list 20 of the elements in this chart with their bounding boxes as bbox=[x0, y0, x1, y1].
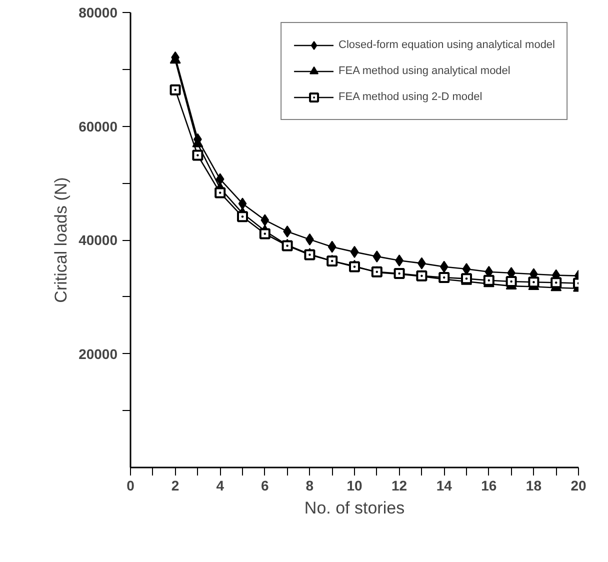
x-tick-label: 4 bbox=[216, 478, 224, 494]
y-tick-label: 80000 bbox=[78, 4, 118, 20]
x-tick-label: 14 bbox=[436, 478, 452, 494]
y-tick-label: 40000 bbox=[78, 232, 118, 248]
x-tick-label: 2 bbox=[171, 478, 180, 494]
x-tick-label: 6 bbox=[261, 478, 270, 494]
x-tick-label: 20 bbox=[570, 478, 586, 494]
x-axis-title: No. of stories bbox=[304, 498, 405, 518]
x-tick-label: 10 bbox=[346, 478, 362, 494]
legend-label: FEA method using analytical model bbox=[338, 65, 510, 77]
x-tick-label: 16 bbox=[481, 478, 497, 494]
y-tick-label: 20000 bbox=[78, 346, 118, 362]
y-axis-title: Critical loads (N) bbox=[52, 177, 71, 303]
legend-label: FEA method using 2-D model bbox=[338, 91, 482, 103]
x-tick-label: 0 bbox=[126, 478, 135, 494]
x-tick-label: 18 bbox=[526, 478, 542, 494]
x-tick-label: 12 bbox=[392, 478, 408, 494]
legend-label: Closed-form equation using analytical model bbox=[338, 39, 555, 51]
y-tick-label: 60000 bbox=[78, 118, 118, 134]
x-tick-label: 8 bbox=[306, 478, 314, 494]
